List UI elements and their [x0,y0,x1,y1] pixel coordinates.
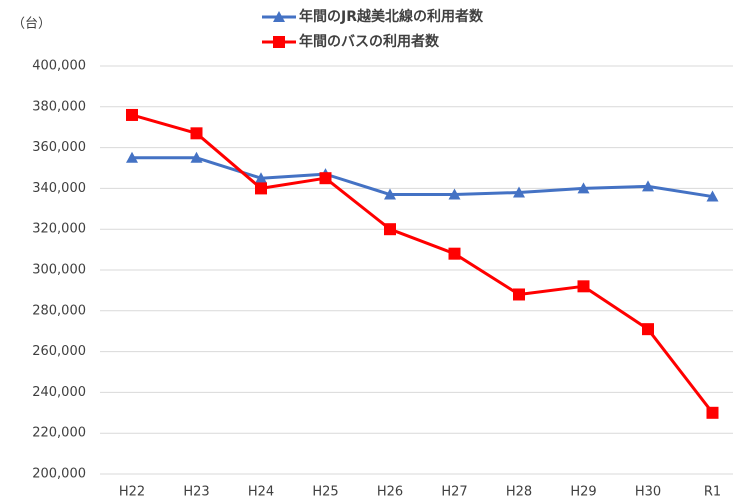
y-tick-label: 300,000 [32,263,86,278]
y-tick-label: 320,000 [32,222,86,237]
data-point [448,188,461,200]
y-tick-label: 220,000 [32,426,86,441]
y-tick-label: 380,000 [32,99,86,114]
legend-label: 年間のJR越美北線の利用者数 [299,8,484,25]
y-tick-label: 240,000 [32,385,86,400]
legend-marker [273,11,285,22]
x-tick-label: H25 [312,485,338,500]
data-point [190,127,203,140]
x-tick-label: H23 [183,485,209,500]
y-tick-label: 400,000 [32,59,86,74]
data-point [642,323,654,336]
y-tick-label: 280,000 [32,303,86,318]
data-point [384,188,396,200]
data-point [255,172,267,184]
data-point [642,180,654,192]
data-point [513,288,525,301]
data-point [319,172,332,185]
series-line [132,156,713,199]
y-tick-label: 340,000 [32,181,86,196]
data-point [706,406,719,419]
data-point [706,190,719,202]
data-point [126,108,138,121]
x-tick-label: H27 [441,485,467,500]
legend-marker [273,36,285,48]
x-tick-label: H28 [506,485,532,500]
data-point [384,223,396,236]
x-tick-label: H26 [377,485,403,500]
data-point [448,247,461,260]
data-point [577,280,590,293]
y-tick-label: 260,000 [32,344,86,359]
series-line [131,113,714,414]
x-tick-label: H24 [248,485,274,500]
x-tick-label: H29 [570,485,596,500]
x-tick-label: H22 [119,485,145,500]
data-point [126,151,138,163]
data-point [190,151,203,163]
data-point [577,182,590,194]
x-tick-label: H30 [635,485,661,500]
legend-label: 年間のバスの利用者数 [299,33,440,50]
y-tick-label: 360,000 [32,140,86,155]
unit-label: （台） [12,17,51,32]
data-point [255,182,267,195]
data-point [513,186,525,198]
x-tick-label: R1 [704,485,721,500]
y-tick-label: 200,000 [32,467,86,482]
